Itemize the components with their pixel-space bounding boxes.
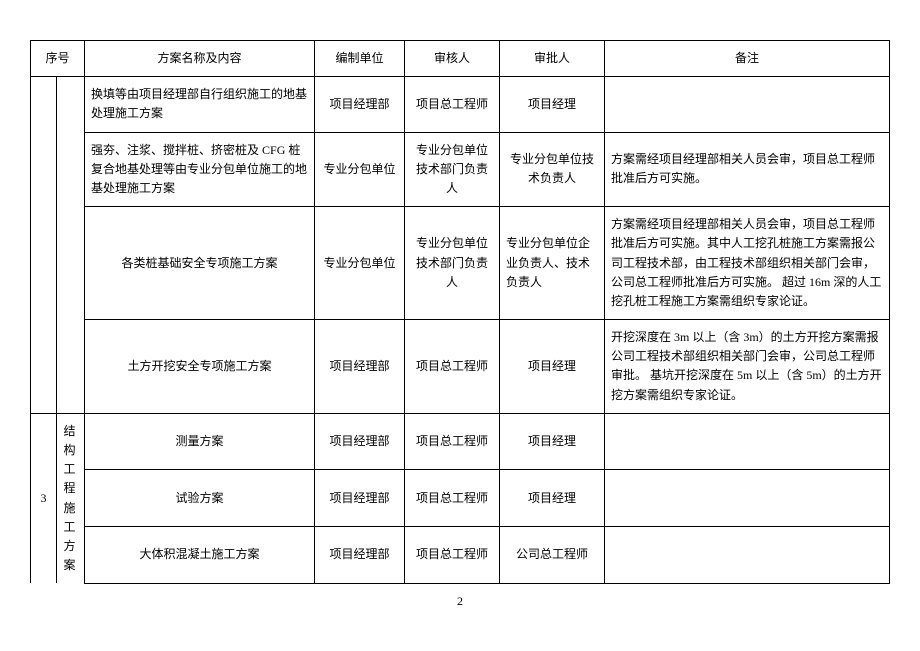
cell-remark [605,413,890,470]
cell-remark: 方案需经项目经理部相关人员会审，项目总工程师批准后方可实施。其中人工挖孔桩施工方… [605,207,890,320]
th-reviewer: 审核人 [405,41,500,77]
cell-name: 土方开挖安全专项施工方案 [85,320,315,414]
cell-reviewer: 项目总工程师 [405,470,500,527]
page-container: 序号 方案名称及内容 编制单位 审核人 审批人 备注 换填等由项目经理部自行组织… [30,40,890,609]
table-row: 3 结构工程施工方案 测量方案 项目经理部 项目总工程师 项目经理 [31,413,890,470]
cell-approver: 专业分包单位企业负责人、技术负责人 [500,207,605,320]
table-header-row: 序号 方案名称及内容 编制单位 审核人 审批人 备注 [31,41,890,77]
cell-remark [605,77,890,132]
cell-approver: 项目经理 [500,413,605,470]
page-number: 2 [30,594,890,609]
table-row: 各类桩基础安全专项施工方案 专业分包单位 专业分包单位技术部门负责人 专业分包单… [31,207,890,320]
cell-reviewer: 专业分包单位技术部门负责人 [405,207,500,320]
cell-cat-carry [57,77,85,414]
cell-seq-3: 3 [31,413,57,583]
th-unit: 编制单位 [315,41,405,77]
th-name: 方案名称及内容 [85,41,315,77]
table-row: 试验方案 项目经理部 项目总工程师 项目经理 [31,470,890,527]
cell-reviewer: 项目总工程师 [405,413,500,470]
cell-seq-carry [31,77,57,414]
cell-remark [605,527,890,584]
cell-reviewer: 项目总工程师 [405,527,500,584]
cell-approver: 项目经理 [500,77,605,132]
table-row: 土方开挖安全专项施工方案 项目经理部 项目总工程师 项目经理 开挖深度在 3m … [31,320,890,414]
cell-remark [605,470,890,527]
cell-name: 强夯、注浆、搅拌桩、挤密桩及 CFG 桩复合地基处理等由专业分包单位施工的地基处… [85,132,315,207]
cell-remark: 开挖深度在 3m 以上（含 3m）的土方开挖方案需报公司工程技术部组织相关部门会… [605,320,890,414]
cell-approver: 项目经理 [500,470,605,527]
cell-reviewer: 项目总工程师 [405,77,500,132]
cell-unit: 专业分包单位 [315,132,405,207]
cell-approver: 公司总工程师 [500,527,605,584]
cell-unit: 专业分包单位 [315,207,405,320]
cell-name: 测量方案 [85,413,315,470]
cell-unit: 项目经理部 [315,527,405,584]
table-row: 强夯、注浆、搅拌桩、挤密桩及 CFG 桩复合地基处理等由专业分包单位施工的地基处… [31,132,890,207]
cell-unit: 项目经理部 [315,77,405,132]
cell-unit: 项目经理部 [315,413,405,470]
cell-name: 试验方案 [85,470,315,527]
cell-cat-3: 结构工程施工方案 [57,413,85,583]
cell-remark: 方案需经项目经理部相关人员会审，项目总工程师批准后方可实施。 [605,132,890,207]
th-remark: 备注 [605,41,890,77]
cell-approver: 项目经理 [500,320,605,414]
cell-name: 各类桩基础安全专项施工方案 [85,207,315,320]
table-row: 大体积混凝土施工方案 项目经理部 项目总工程师 公司总工程师 [31,527,890,584]
th-seq: 序号 [31,41,85,77]
cell-approver: 专业分包单位技术负责人 [500,132,605,207]
construction-plan-table: 序号 方案名称及内容 编制单位 审核人 审批人 备注 换填等由项目经理部自行组织… [30,40,890,584]
cell-name: 换填等由项目经理部自行组织施工的地基处理施工方案 [85,77,315,132]
table-row: 换填等由项目经理部自行组织施工的地基处理施工方案 项目经理部 项目总工程师 项目… [31,77,890,132]
th-approver: 审批人 [500,41,605,77]
cell-unit: 项目经理部 [315,470,405,527]
cell-reviewer: 项目总工程师 [405,320,500,414]
cell-reviewer: 专业分包单位技术部门负责人 [405,132,500,207]
cell-unit: 项目经理部 [315,320,405,414]
cell-name: 大体积混凝土施工方案 [85,527,315,584]
